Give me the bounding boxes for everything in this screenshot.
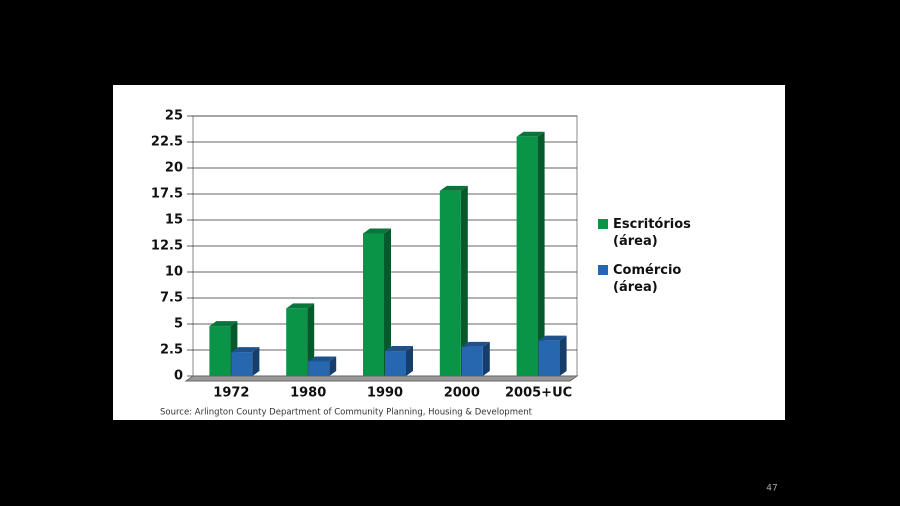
bar-top [363, 228, 391, 234]
x-tick-label: 2000 [444, 386, 480, 401]
bar-top [308, 356, 337, 362]
legend-entry: Escritórios (área) [598, 216, 718, 250]
y-tick-label: 5 [174, 317, 183, 332]
bar-side [537, 131, 545, 376]
x-tick-label: 1972 [213, 386, 249, 401]
bar-side [384, 228, 391, 376]
bar-top [385, 346, 413, 352]
legend-swatch [598, 219, 608, 229]
bar [516, 136, 538, 376]
bar-top [209, 321, 238, 327]
bar-top [439, 185, 468, 191]
bar [308, 361, 330, 376]
bar-side [559, 335, 567, 376]
y-tick-label: 25 [165, 109, 183, 124]
x-tick-label: 2005+UC [505, 386, 572, 401]
y-tick-label: 10 [165, 265, 183, 280]
legend-label: Escritórios (área) [613, 217, 691, 249]
bar [363, 233, 384, 376]
bar-top [538, 335, 567, 341]
bar [439, 190, 461, 376]
source: Source: Arlington County Department of C… [160, 408, 533, 418]
bar [461, 346, 483, 376]
bar-side [406, 346, 413, 376]
y-tick-label: 0 [174, 369, 183, 384]
y-tick-label: 15 [165, 213, 183, 228]
bar [538, 340, 560, 376]
page-number: 47 [766, 484, 777, 494]
floor [184, 375, 579, 382]
bar-side [307, 303, 315, 376]
x-tick-label: 1990 [367, 386, 403, 401]
bar-top [461, 341, 490, 347]
legend-swatch [598, 265, 608, 275]
bar-top [516, 131, 545, 137]
bar-side [252, 347, 260, 376]
y-tick-label: 12.5 [151, 239, 183, 254]
x-tick-label: 1980 [290, 386, 326, 401]
legend-entry: Comércio (área) [598, 262, 718, 296]
y-tick-label: 22.5 [151, 135, 183, 150]
bar-top [231, 347, 260, 353]
bar-side [482, 341, 490, 376]
bar-side [460, 185, 468, 376]
bar [231, 352, 253, 376]
y-tick-label: 17.5 [151, 187, 183, 202]
y-tick-label: 7.5 [160, 291, 183, 306]
y-tick-label: 2.5 [160, 343, 183, 358]
bar-side [329, 356, 337, 376]
bar [286, 308, 308, 376]
bar [209, 326, 231, 376]
legend-label: Comércio (área) [613, 263, 682, 295]
bar [385, 351, 406, 376]
y-tick-label: 20 [165, 161, 183, 176]
bar-top [286, 303, 315, 309]
